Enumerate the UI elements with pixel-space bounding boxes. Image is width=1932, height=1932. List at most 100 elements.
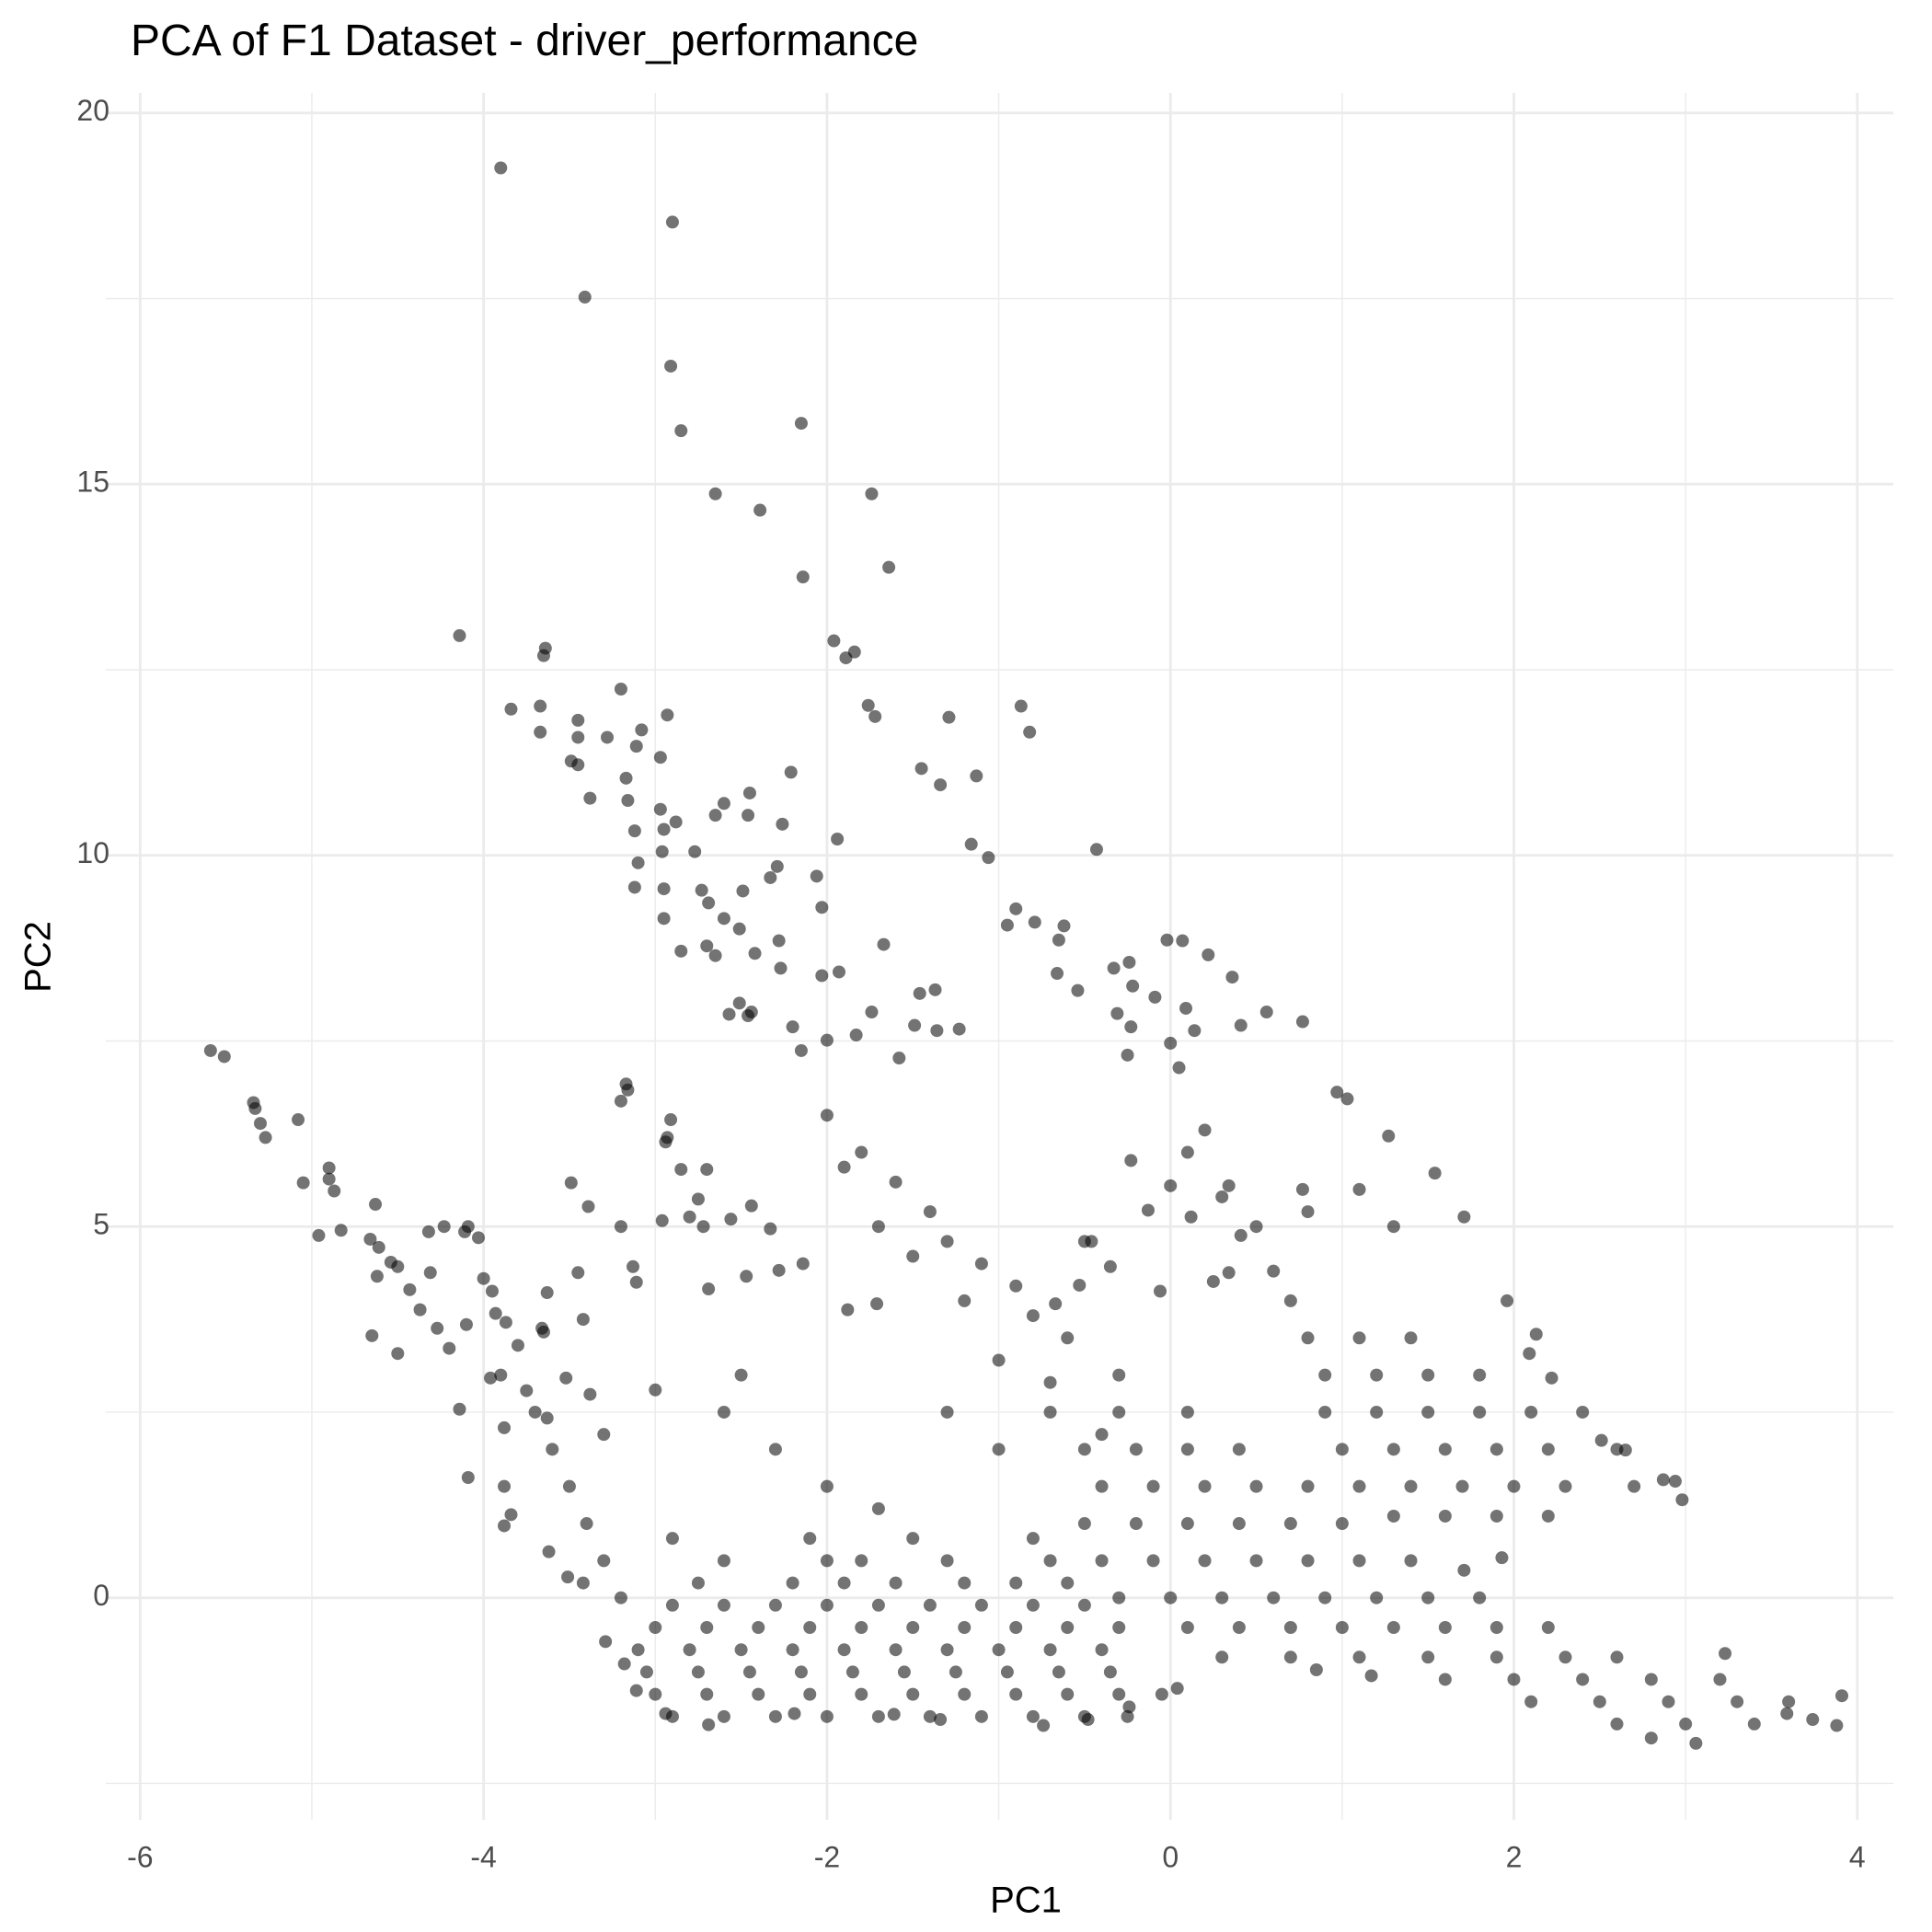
point — [627, 1259, 640, 1273]
point — [1009, 1687, 1023, 1701]
point — [889, 1643, 903, 1657]
point — [1576, 1405, 1590, 1419]
x-tick-label: -4 — [470, 1840, 496, 1873]
point — [803, 1532, 817, 1546]
point — [906, 1687, 920, 1701]
point — [1352, 1650, 1366, 1664]
point — [820, 1554, 834, 1568]
point — [1037, 1719, 1051, 1732]
point — [1057, 919, 1071, 933]
x-tick-label: 0 — [1162, 1840, 1179, 1873]
point — [974, 1709, 988, 1723]
point — [1438, 1443, 1452, 1456]
point — [1095, 1428, 1109, 1442]
point — [1545, 1371, 1558, 1385]
point — [940, 1643, 954, 1657]
point — [1455, 1479, 1469, 1493]
point — [248, 1101, 262, 1115]
point — [827, 634, 841, 648]
point — [1594, 1433, 1608, 1447]
point — [576, 1313, 590, 1327]
point — [1335, 1443, 1349, 1456]
point — [1318, 1405, 1332, 1419]
point — [1370, 1368, 1384, 1382]
point — [861, 698, 875, 712]
point — [871, 1220, 885, 1234]
point — [597, 1554, 611, 1568]
point — [865, 487, 879, 500]
point — [837, 1160, 851, 1174]
point — [1121, 1709, 1134, 1723]
point — [1232, 1517, 1246, 1531]
point — [1489, 1509, 1503, 1523]
point — [1124, 1154, 1138, 1167]
point — [784, 765, 798, 779]
point — [1404, 1331, 1418, 1345]
point — [958, 1294, 972, 1307]
point — [803, 1687, 817, 1701]
point — [1335, 1620, 1349, 1634]
point — [786, 1643, 799, 1657]
point — [908, 1018, 922, 1032]
point — [1000, 918, 1014, 932]
point — [786, 1576, 799, 1590]
point — [1061, 1576, 1075, 1590]
point — [1009, 1279, 1023, 1293]
point — [292, 1113, 305, 1127]
point — [562, 1479, 576, 1493]
point — [1234, 1228, 1248, 1242]
point — [1180, 1517, 1194, 1531]
point — [1077, 1517, 1091, 1531]
tick-labels: -6 -4 -2 0 2 4 0 5 10 15 20 — [76, 94, 1865, 1873]
point — [542, 1545, 556, 1558]
point — [1428, 1167, 1442, 1180]
point — [540, 1286, 554, 1300]
point — [1529, 1328, 1543, 1341]
point — [485, 1284, 499, 1298]
point — [1352, 1182, 1366, 1196]
point — [1249, 1554, 1263, 1568]
point — [649, 1687, 662, 1701]
y-tick-label: 10 — [76, 836, 109, 869]
point — [776, 817, 789, 831]
point — [1043, 1405, 1057, 1419]
point — [1009, 1620, 1023, 1634]
point — [1457, 1563, 1471, 1577]
point — [1675, 1493, 1689, 1507]
point — [717, 1598, 730, 1612]
point — [744, 1199, 758, 1213]
point — [871, 1598, 885, 1612]
point — [631, 856, 645, 869]
point — [1126, 979, 1140, 993]
point — [1627, 1479, 1641, 1493]
point — [1370, 1405, 1384, 1419]
point — [914, 762, 928, 776]
point — [561, 1570, 575, 1584]
point — [1180, 1145, 1194, 1159]
point — [1009, 902, 1023, 915]
point — [203, 1043, 217, 1057]
point — [1340, 1092, 1354, 1106]
point — [1112, 1620, 1126, 1634]
point — [1077, 1235, 1091, 1248]
point — [1421, 1405, 1435, 1419]
point — [865, 1006, 879, 1019]
point — [370, 1270, 384, 1283]
point — [631, 1643, 645, 1657]
point — [871, 1709, 885, 1723]
point — [1176, 934, 1190, 948]
point — [717, 1405, 730, 1419]
point — [1061, 1687, 1075, 1701]
point — [820, 1598, 834, 1612]
point — [708, 487, 722, 500]
point — [1656, 1473, 1670, 1487]
point — [322, 1172, 336, 1186]
point — [312, 1228, 326, 1242]
point — [906, 1620, 920, 1634]
point — [845, 1665, 859, 1679]
point — [794, 1043, 808, 1057]
point — [696, 1220, 710, 1234]
point — [1489, 1620, 1503, 1634]
point — [796, 1257, 810, 1271]
point — [489, 1306, 502, 1320]
